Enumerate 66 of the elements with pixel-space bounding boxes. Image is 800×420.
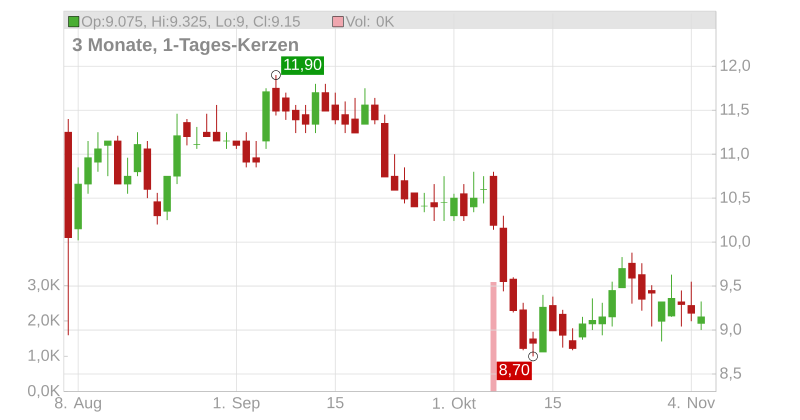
candlestick [410,192,418,208]
legend-label: Op:9.075, Hi:9.325, Lo:9, Cl:9.15 [82,16,300,30]
candlestick [688,281,695,322]
candlestick [440,176,448,222]
candlestick [104,140,112,177]
candlestick [183,118,191,146]
candlestick [242,132,250,168]
candlestick [371,97,379,125]
annotation: 11,90 [284,58,322,72]
y-tick-label: 11,5 [720,104,749,117]
candlestick [222,132,230,150]
annotation: 8,70 [499,364,530,378]
legend-label: Vol: 0K [346,16,394,27]
candlestick [450,193,458,222]
y-tick-label: 10,0 [720,236,750,249]
candlestick [628,252,636,304]
candlestick [390,154,398,191]
candlestick [252,140,260,168]
candlestick [460,184,468,222]
y2-tick-label: 1,0K [28,350,60,363]
candlestick [124,157,132,194]
candlestick [282,92,290,120]
candlestick [203,113,210,138]
candlestick [559,309,566,348]
candlestick [658,301,666,342]
candlestick [292,104,300,134]
y-tick-label: 9,0 [720,323,742,337]
text: 3 Monate, 1-Tages-Kerzen [72,38,298,55]
y-tick-label: 8,5 [720,367,742,381]
y2-tick-label: 3,0K [28,278,60,292]
candlestick [668,274,676,318]
candlestick [361,88,369,125]
candlestick [322,83,330,112]
candlestick [588,298,596,331]
candlestick [94,132,102,172]
candlestick [341,100,349,134]
y2-tick-label: 0,0K [28,384,60,398]
y-tick-label: 10,5 [720,192,750,205]
candlestick [568,328,576,351]
x-tick-label: 1. Sep [214,397,260,412]
candlestick [697,300,705,331]
candlestick [400,166,408,204]
candlestick [678,290,686,328]
candlestick [302,104,310,134]
candlestick [193,126,201,150]
x-tick-label: 8. Aug [54,397,101,412]
x-tick-label: 15 [545,397,562,408]
x-tick-label: 15 [328,397,344,408]
candlestick [154,192,161,226]
candlestick [420,192,428,213]
y-tick-label: 9,5 [720,279,742,293]
candlestick [430,184,438,222]
candlestick [648,284,656,328]
candlestick [351,97,359,134]
y2-tick-label: 2,0K [28,314,60,328]
candlestick [470,171,478,213]
candlestick [332,92,339,125]
candlestick [480,176,488,204]
candlestick [598,302,606,336]
candlestick [212,104,220,142]
y-tick-label: 11,0 [720,148,749,161]
x-tick-label: 1. Okt [433,397,476,409]
candlestick [578,316,586,340]
candlestick [618,256,626,288]
x-tick-label: 4. Nov [668,397,716,408]
y-tick-label: 12,0 [720,60,750,73]
